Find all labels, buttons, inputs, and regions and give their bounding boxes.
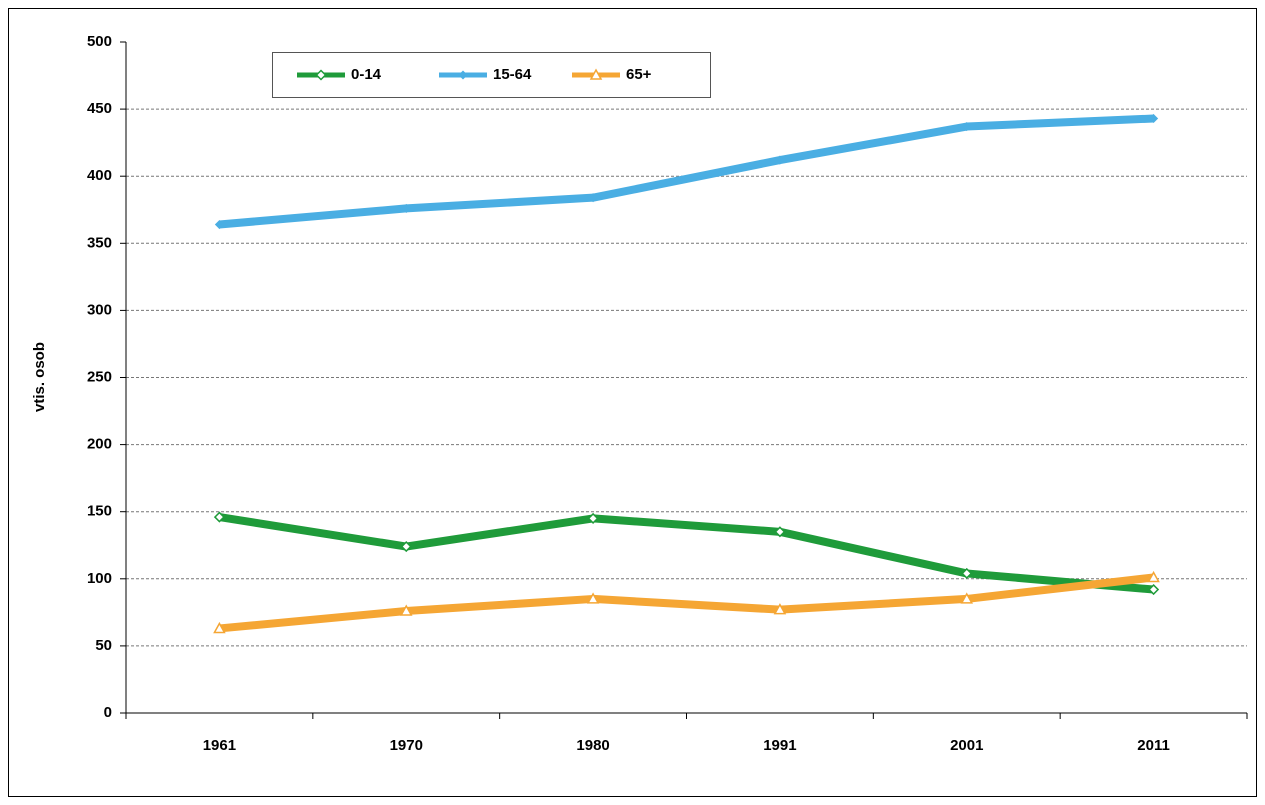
- y-tick-label: 350: [87, 234, 112, 251]
- legend-marker: [458, 70, 468, 80]
- legend-marker: [315, 69, 327, 81]
- y-tick-label: 200: [87, 436, 112, 453]
- series-line: [218, 513, 1154, 594]
- point: [586, 592, 600, 604]
- point: [400, 541, 412, 553]
- point: [1149, 113, 1159, 124]
- y-tick-label: 250: [87, 368, 112, 385]
- point: [588, 193, 598, 203]
- point: [774, 526, 786, 538]
- series-line: [219, 114, 1154, 229]
- x-tick-label: 1991: [763, 737, 796, 754]
- y-tick-label: 0: [104, 704, 112, 721]
- legend-label: 65+: [626, 66, 652, 83]
- point: [401, 203, 411, 213]
- legend-label: 15-64: [493, 66, 532, 83]
- x-tick-label: 2011: [1137, 737, 1170, 754]
- point: [775, 155, 785, 165]
- y-tick-label: 400: [87, 167, 112, 184]
- point: [961, 567, 973, 579]
- point: [399, 604, 413, 616]
- x-tick-label: 2001: [950, 737, 983, 754]
- y-tick-label: 50: [95, 637, 112, 654]
- x-tick-label: 1970: [390, 737, 423, 754]
- series-line: [219, 573, 1155, 633]
- y-tick-label: 100: [87, 570, 112, 587]
- point: [213, 511, 225, 523]
- legend-box: [272, 52, 711, 98]
- point: [962, 121, 972, 132]
- point: [1147, 570, 1160, 583]
- legend-label: 0-14: [351, 66, 382, 83]
- y-axis-label: vtis. osob: [31, 342, 48, 412]
- legend-marker: [589, 68, 603, 80]
- point: [960, 592, 974, 604]
- point: [1148, 583, 1160, 596]
- point: [587, 512, 599, 524]
- x-tick-label: 1980: [576, 737, 609, 754]
- y-tick-label: 150: [87, 503, 112, 520]
- y-tick-label: 500: [87, 33, 112, 50]
- point: [213, 621, 226, 634]
- y-tick-label: 300: [87, 301, 112, 318]
- x-tick-label: 1961: [203, 737, 236, 754]
- point: [214, 219, 224, 230]
- y-tick-label: 450: [87, 100, 112, 117]
- chart-border: [8, 8, 1257, 797]
- point: [773, 603, 787, 615]
